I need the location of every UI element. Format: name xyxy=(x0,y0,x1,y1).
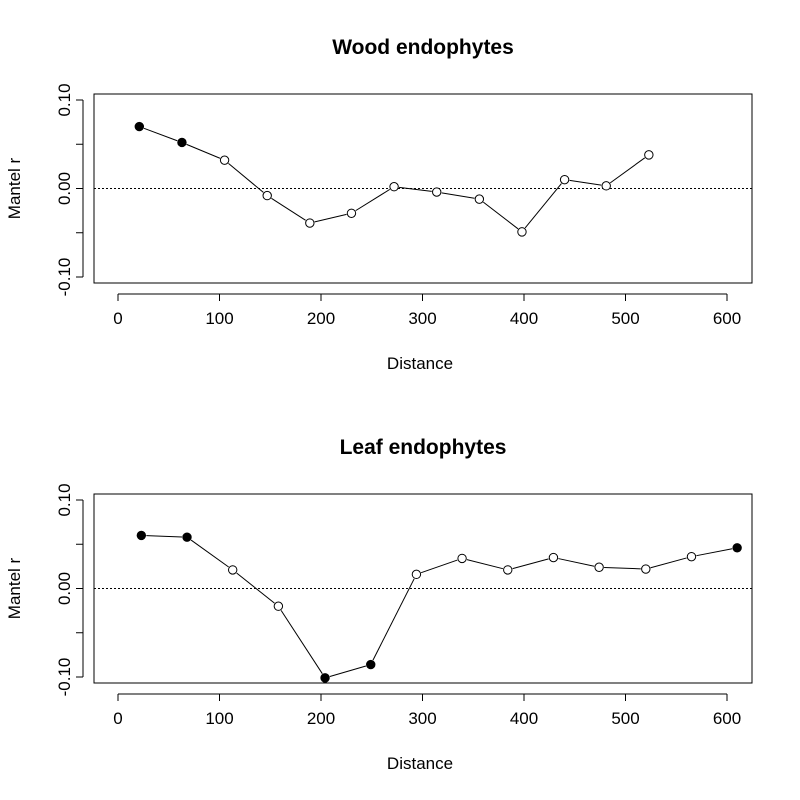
series-segment xyxy=(186,143,221,159)
data-point-filled xyxy=(320,673,330,683)
y-tick-label: 0.10 xyxy=(55,83,74,116)
series-segment xyxy=(236,572,275,604)
data-point-open xyxy=(601,181,611,191)
x-tick-label: 300 xyxy=(408,309,436,328)
data-point-open xyxy=(305,218,315,228)
data-point-open xyxy=(474,194,485,204)
series-segment xyxy=(280,610,323,674)
series-segment xyxy=(524,183,562,229)
series-segment xyxy=(329,665,367,677)
data-point-open xyxy=(273,601,284,611)
x-axis-label: Distance xyxy=(387,354,453,373)
y-tick-label: -0.10 xyxy=(55,658,74,697)
y-tick-label: -0.10 xyxy=(55,258,74,297)
data-point-open xyxy=(432,187,442,197)
x-tick-label: 100 xyxy=(205,709,233,728)
x-tick-label: 200 xyxy=(307,709,335,728)
series-segment xyxy=(558,558,595,567)
y-tick-label: 0.00 xyxy=(55,172,74,205)
series-segment xyxy=(143,127,178,142)
series-segment xyxy=(190,539,229,568)
x-tick-label: 600 xyxy=(713,709,741,728)
x-tick-label: 400 xyxy=(510,709,538,728)
data-point-filled xyxy=(134,121,145,132)
series-segment xyxy=(569,179,602,186)
data-point-open xyxy=(559,174,570,185)
data-point-open xyxy=(503,565,513,575)
x-tick-label: 0 xyxy=(113,309,122,328)
x-tick-label: 200 xyxy=(307,309,335,328)
y-axis-label: Mantel r xyxy=(5,557,24,619)
chart-panel-1: Wood endophytes 0 100 200 300 400 500 600 -0.10 0… xyxy=(5,36,753,373)
x-axis-label: Distance xyxy=(387,754,453,773)
data-point-open xyxy=(227,565,238,575)
series-segment xyxy=(512,558,549,570)
series-segment xyxy=(228,162,264,193)
data-point-filled xyxy=(136,530,147,541)
x-tick-label: 500 xyxy=(611,709,639,728)
x-tick-label: 100 xyxy=(205,309,233,328)
chart-title: Leaf endophytes xyxy=(340,436,507,459)
series-segment xyxy=(609,157,646,184)
series-segment xyxy=(420,559,458,574)
y-axis-label: Mantel r xyxy=(5,157,24,219)
data-point-open xyxy=(644,150,654,160)
series-segment xyxy=(146,535,183,538)
data-point-open xyxy=(262,190,272,201)
x-tick-label: 400 xyxy=(510,309,538,328)
series-segment xyxy=(314,213,347,223)
data-point-filled xyxy=(182,532,192,542)
series-segment xyxy=(355,188,391,212)
data-point-open xyxy=(641,564,651,574)
series-segment xyxy=(398,186,432,192)
data-point-open xyxy=(594,562,604,572)
chart-title: Wood endophytes xyxy=(332,36,514,59)
y-tick-label: 0.00 xyxy=(55,572,74,605)
series-segment xyxy=(604,566,641,570)
data-point-filled xyxy=(177,137,187,148)
series-segment xyxy=(271,197,306,221)
series-segment xyxy=(441,192,475,199)
chart-panel-2: Leaf endophytes 0 100 200 300 400 500 600 -0.10 0… xyxy=(5,436,753,773)
data-point-open xyxy=(457,553,467,564)
data-point-open xyxy=(517,227,527,237)
data-point-filled xyxy=(366,659,376,670)
series-segment xyxy=(466,559,504,570)
x-tick-label: 0 xyxy=(113,709,122,728)
data-point-open xyxy=(548,552,559,563)
data-point-open xyxy=(389,182,399,192)
data-point-open xyxy=(686,551,697,562)
data-point-open xyxy=(411,569,422,580)
y-tick-label: 0.10 xyxy=(55,483,74,516)
series-segment xyxy=(650,557,687,569)
series-segment xyxy=(483,201,519,230)
x-tick-label: 300 xyxy=(408,709,436,728)
x-tick-label: 500 xyxy=(611,309,639,328)
series-segment xyxy=(696,548,733,557)
series-segment xyxy=(372,578,415,661)
data-point-open xyxy=(219,155,230,165)
data-point-filled xyxy=(732,543,742,553)
x-tick-label: 600 xyxy=(713,309,741,328)
data-point-open xyxy=(346,208,357,218)
